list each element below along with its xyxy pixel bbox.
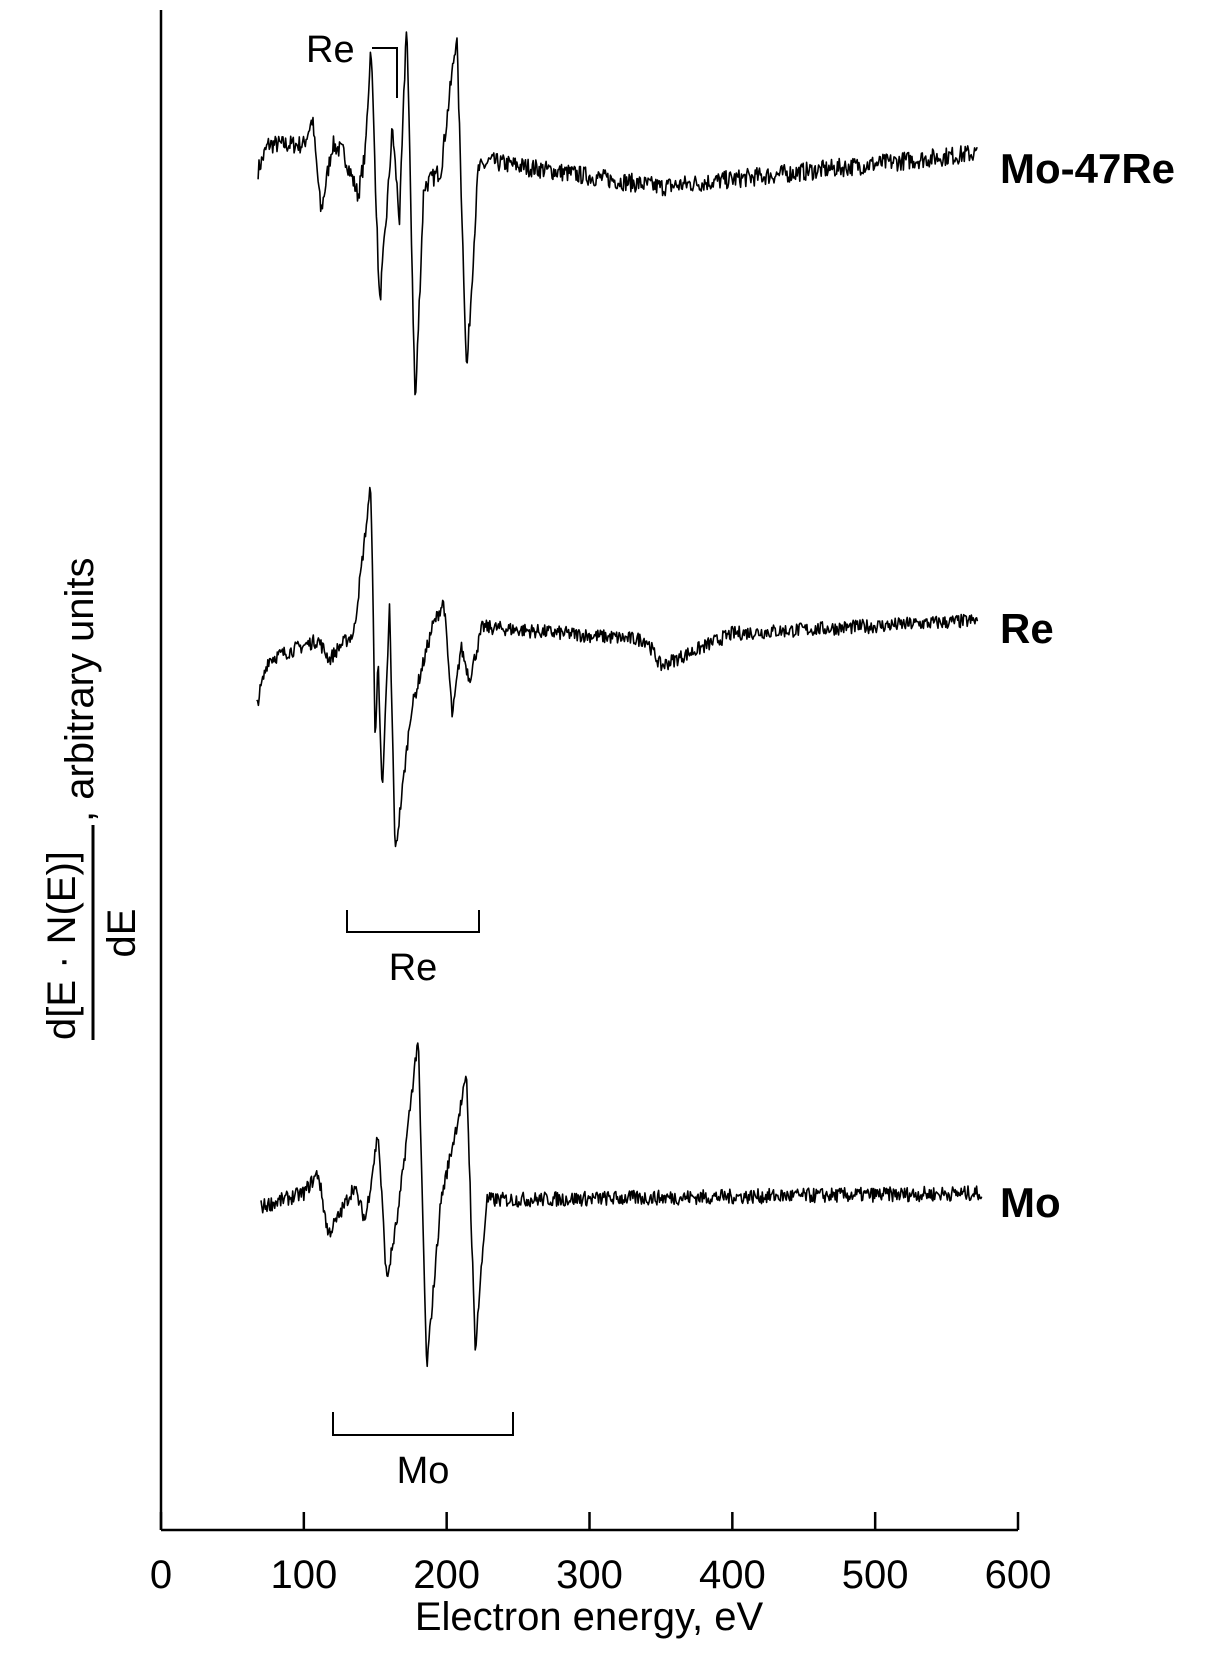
annotation-mo-bracket-line <box>332 1412 514 1436</box>
series-line-mo-47re <box>257 31 978 396</box>
series-label-mo-47re: Mo-47Re <box>1000 145 1175 192</box>
y-axis-title-denominator: dE <box>100 909 144 958</box>
x-tick-label-400: 400 <box>699 1553 766 1597</box>
series-line-mo <box>260 1042 983 1368</box>
y-axis-title-numerator: d[E · N(E)] <box>40 851 84 1040</box>
y-axis-title: d[E · N(E)] dE , arbitrary units <box>40 557 144 1040</box>
x-tick-label-300: 300 <box>556 1553 623 1597</box>
x-tick-label-100: 100 <box>270 1553 337 1597</box>
annotation-re-marker-label: Re <box>306 29 355 71</box>
annotation-re-marker: Re <box>306 29 398 98</box>
annotation-mo-bracket-label: Mo <box>397 1450 450 1492</box>
series-label-re: Re <box>1000 605 1054 652</box>
series-label-mo: Mo <box>1000 1179 1061 1226</box>
x-tick-labels: 0 100 200 300 400 500 600 <box>150 1553 1052 1597</box>
y-axis-title-suffix: , arbitrary units <box>58 557 102 822</box>
x-tick-label-0: 0 <box>150 1553 172 1597</box>
annotation-re-marker-line <box>372 47 398 98</box>
x-tick-label-200: 200 <box>413 1553 480 1597</box>
annotation-re-bracket-label: Re <box>389 947 438 989</box>
x-tick-label-600: 600 <box>985 1553 1052 1597</box>
annotation-re-bracket: Re <box>346 910 480 989</box>
x-axis-title: Electron energy, eV <box>415 1595 764 1639</box>
annotation-re-bracket-line <box>346 910 480 933</box>
annotation-mo-bracket: Mo <box>332 1412 514 1492</box>
x-tick-label-500: 500 <box>842 1553 909 1597</box>
series-line-re <box>256 486 979 848</box>
x-ticks <box>159 1512 1020 1530</box>
